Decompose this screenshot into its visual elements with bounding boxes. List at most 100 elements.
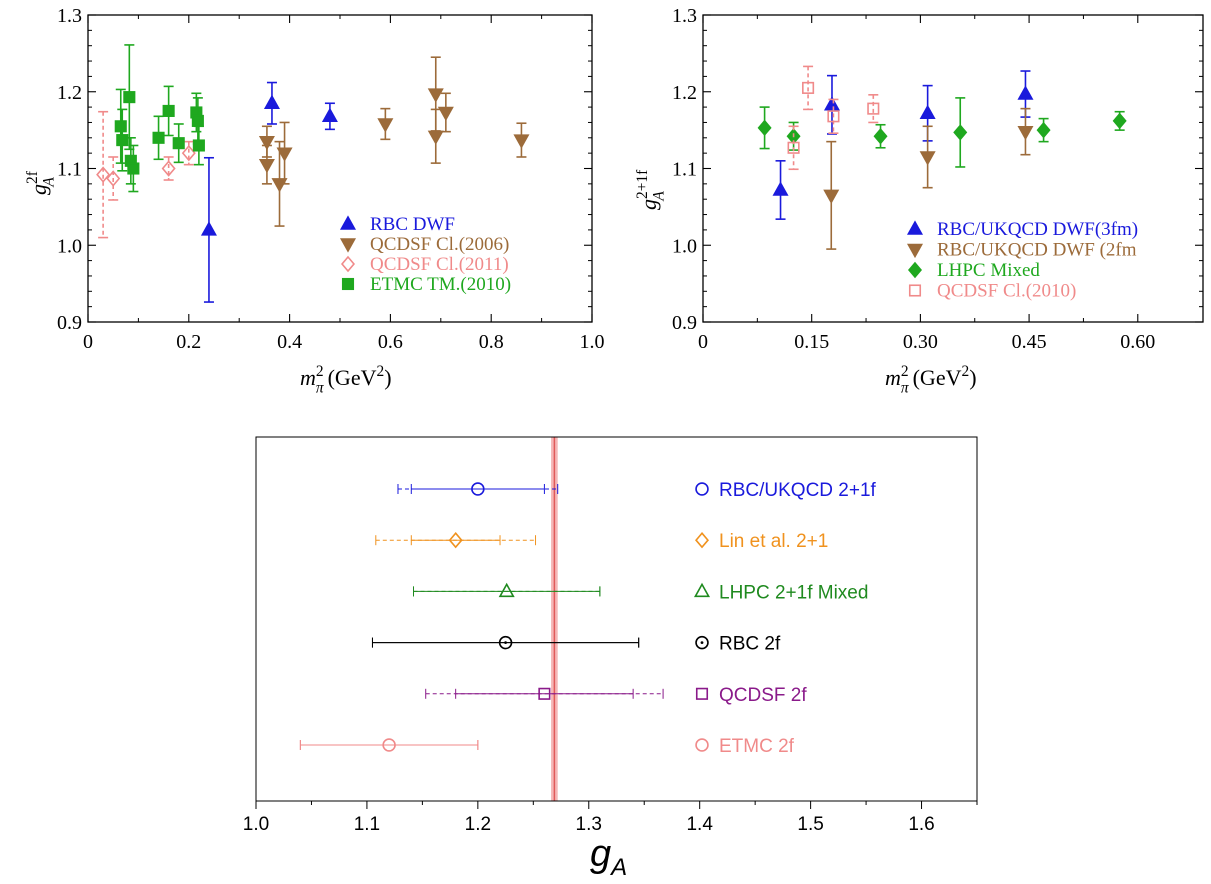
- data-point: [873, 128, 888, 145]
- x-tick-label: 0.6: [378, 331, 403, 353]
- x-tick-label: 0: [698, 331, 708, 353]
- legend-label: ETMC TM.(2010): [370, 274, 511, 295]
- y-tick-label: 1.0: [672, 235, 697, 257]
- y-axis-label: g2fA: [24, 170, 58, 195]
- data-point: [823, 96, 840, 111]
- y-tick-label: 1.2: [57, 82, 82, 104]
- data-point: [757, 119, 772, 137]
- data-point: [802, 81, 815, 94]
- x-tick-label: 1.5: [797, 814, 823, 835]
- data-point: [114, 120, 127, 133]
- data-point: [181, 144, 196, 162]
- legend-marker-dot: [700, 641, 704, 644]
- plot-frame: [255, 436, 978, 802]
- data-point: [1112, 112, 1127, 130]
- x-tick-label: 1.0: [243, 814, 269, 835]
- data-point: [772, 181, 789, 196]
- data-point: [200, 221, 217, 236]
- y-tick-label: 1.2: [672, 82, 697, 104]
- data-point: [498, 582, 515, 598]
- data-point: [919, 104, 936, 119]
- legend-label: RBC DWF: [370, 214, 455, 235]
- x-tick-label: 0.30: [903, 331, 938, 353]
- legend-label: QCDSF Cl.(2006): [370, 234, 509, 255]
- legend-marker: [341, 277, 355, 291]
- y-tick-label: 1.0: [57, 235, 82, 257]
- x-tick-label: 1.6: [908, 814, 934, 835]
- x-tick-label: 1.2: [465, 814, 491, 835]
- panel-ga-summary: 1.0 1.1 1.2 1.3 1.4 1.5 1.6 RBC/UKQCD 2+1f Lin e…: [243, 436, 978, 881]
- legend-label: LHPC 2+1f Mixed: [719, 582, 868, 603]
- data-point: [191, 114, 204, 127]
- data-point: [161, 160, 176, 177]
- x-tick-label: 0: [83, 331, 93, 353]
- panel-two-plus-one-flavor: 0 0.15 0.30 0.45 0.60 0.9 1.0 1.1 1.2 1.3 RBC/UKQC…: [634, 5, 1204, 397]
- data-point: [382, 738, 396, 752]
- data-point: [823, 189, 840, 205]
- data-point: [1036, 121, 1051, 139]
- y-tick-label: 0.9: [672, 312, 697, 334]
- x-axis-label: gA: [590, 833, 627, 881]
- data-point: [427, 130, 444, 145]
- data-point: [953, 124, 968, 141]
- data-point: [427, 88, 444, 103]
- legend-label: RBC/UKQCD DWF (2fm: [937, 240, 1137, 261]
- legend-marker: [695, 687, 709, 700]
- legend-marker: [693, 582, 711, 598]
- legend-label: QCDSF Cl.(2011): [370, 254, 509, 275]
- legend-label: QCDSF 2f: [719, 685, 807, 706]
- data-point: [192, 139, 205, 152]
- legend-marker: [339, 215, 357, 230]
- x-tick-label: 1.3: [576, 814, 602, 835]
- legend-label: Lin et al. 2+1: [719, 531, 828, 552]
- legend-marker: [906, 220, 924, 235]
- x-tick-label: 1.4: [686, 814, 713, 835]
- data-point: [258, 158, 275, 174]
- data-point: [538, 687, 551, 700]
- legend-marker: [339, 238, 357, 253]
- data-point: [321, 107, 338, 123]
- x-tick-label: 1.1: [354, 814, 380, 835]
- data-point: [96, 166, 111, 183]
- data-point: [827, 110, 840, 123]
- data-point: [276, 147, 293, 162]
- legend-label: ETMC 2f: [719, 736, 795, 757]
- legend-marker: [695, 738, 709, 752]
- legend-marker: [908, 284, 922, 297]
- legend-label: QCDSF Cl.(2010): [937, 281, 1076, 302]
- data-point: [127, 162, 140, 175]
- y-tick-label: 1.1: [672, 159, 697, 181]
- data-point: [377, 118, 394, 133]
- data-point: [116, 134, 129, 147]
- x-tick-label: 0.2: [176, 331, 201, 353]
- x-tick-label: 1.0: [580, 331, 605, 353]
- data-point-dot: [504, 641, 507, 644]
- legend-label: RBC 2f: [719, 634, 781, 655]
- x-tick-label: 0.4: [277, 331, 302, 353]
- legend-marker: [908, 261, 922, 279]
- legend-marker: [906, 243, 924, 259]
- legend-marker: [341, 255, 355, 273]
- data-point: [1017, 125, 1034, 141]
- x-tick-label: 0.60: [1120, 331, 1155, 353]
- legend-marker: [695, 482, 709, 496]
- x-axis-label: m2 π (GeV2): [885, 363, 977, 397]
- x-tick-label: 0.8: [479, 331, 504, 353]
- data-point: [258, 135, 275, 151]
- legend-marker: [695, 635, 709, 650]
- data-point: [162, 104, 175, 117]
- data-point: [448, 531, 463, 549]
- y-tick-label: 1.3: [672, 5, 697, 27]
- y-axis-label: g2+1fA: [634, 169, 668, 210]
- data-point: [106, 170, 121, 187]
- data-point: [787, 141, 800, 154]
- data-point: [152, 131, 165, 144]
- y-tick-label: 1.1: [57, 159, 82, 181]
- data-point: [919, 151, 936, 166]
- x-tick-label: 0.45: [1012, 331, 1047, 353]
- data-point: [471, 482, 485, 496]
- legend-label: LHPC Mixed: [937, 260, 1040, 281]
- data-point: [271, 178, 288, 193]
